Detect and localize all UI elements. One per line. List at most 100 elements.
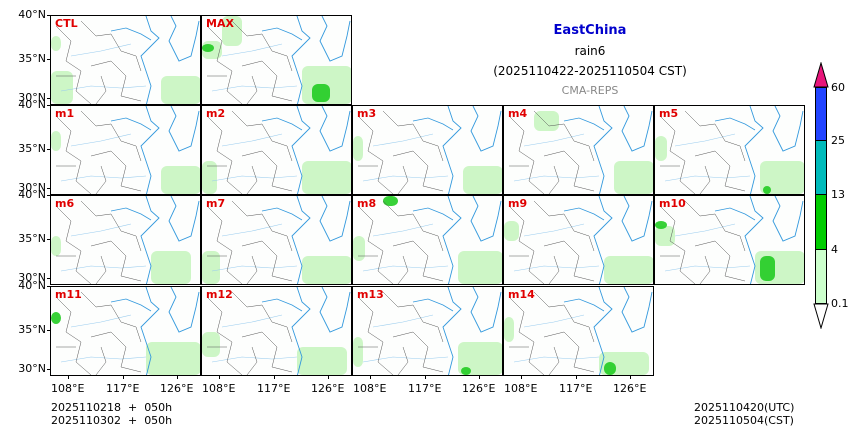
map-icon: [655, 106, 804, 194]
init-time-cst: 2025110302 + 050h: [51, 414, 173, 427]
map-icon: [51, 106, 200, 194]
colorbar-under-arrow: [813, 303, 829, 329]
lon-tick-label: 117°E: [106, 382, 140, 395]
lon-tick-label: 108°E: [504, 382, 538, 395]
lon-tick: [177, 376, 178, 379]
panel-label: m11: [55, 288, 82, 301]
panel-label: m1: [55, 107, 75, 120]
panel-label: m3: [357, 107, 377, 120]
map-icon: [353, 106, 502, 194]
lat-tick-label: 35°N: [18, 232, 46, 245]
lat-tick-label: 40°N: [18, 279, 46, 292]
colorbar-segment-0.1-4: [815, 249, 827, 304]
lat-tick-label: 35°N: [18, 142, 46, 155]
panel-label: m5: [659, 107, 679, 120]
lon-tick: [274, 376, 275, 379]
valid-time-utc: 2025110420(UTC): [694, 401, 795, 414]
lon-tick-label: 108°E: [202, 382, 236, 395]
map-panel-m6: m6: [50, 195, 201, 285]
map-panel-m2: m2: [201, 105, 352, 195]
map-panel-m3: m3: [352, 105, 503, 195]
colorbar-label-25: 25: [831, 134, 845, 147]
map-icon: [202, 196, 351, 284]
lat-tick-label: 40°N: [18, 98, 46, 111]
lat-tick: [47, 239, 50, 240]
lat-tick: [47, 286, 50, 287]
panel-label: MAX: [206, 17, 234, 30]
map-icon: [655, 196, 804, 284]
colorbar-segment-25-60: [815, 87, 827, 141]
lon-tick-label: 126°E: [462, 382, 496, 395]
lat-tick: [47, 188, 50, 189]
lon-tick-label: 117°E: [559, 382, 593, 395]
lat-tick-label: 35°N: [18, 52, 46, 65]
variable-title: rain6: [574, 44, 606, 58]
map-icon: [202, 287, 351, 375]
map-panel-m12: m12: [201, 286, 352, 376]
map-panel-m5: m5: [654, 105, 805, 195]
lon-tick: [370, 376, 371, 379]
lon-tick: [328, 376, 329, 379]
panel-label: m4: [508, 107, 528, 120]
lon-tick-label: 117°E: [408, 382, 442, 395]
map-panel-m13: m13: [352, 286, 503, 376]
lat-tick: [47, 195, 50, 196]
model-title: CMA-REPS: [561, 84, 619, 97]
panel-label: m8: [357, 197, 377, 210]
colorbar-label-13: 13: [831, 188, 845, 201]
map-panel-m7: m7: [201, 195, 352, 285]
valid-time-cst: 2025110504(CST): [694, 414, 794, 427]
map-panel-ctl: CTL: [50, 15, 201, 105]
lon-tick-label: 117°E: [257, 382, 291, 395]
panel-label: CTL: [55, 17, 78, 30]
lon-tick: [425, 376, 426, 379]
lat-tick-label: 30°N: [18, 271, 46, 284]
colorbar-label-60: 60: [831, 81, 845, 94]
map-panel-max: MAX: [201, 15, 352, 105]
lat-tick: [47, 15, 50, 16]
panel-label: m12: [206, 288, 233, 301]
panel-label: m2: [206, 107, 226, 120]
map-icon: [504, 196, 653, 284]
map-panel-m10: m10: [654, 195, 805, 285]
map-icon: [353, 287, 502, 375]
lat-tick: [47, 59, 50, 60]
colorbar-segment-4-13: [815, 194, 827, 250]
map-panel-m4: m4: [503, 105, 654, 195]
map-icon: [353, 196, 502, 284]
map-icon: [51, 196, 200, 284]
panel-label: m14: [508, 288, 535, 301]
lon-tick: [521, 376, 522, 379]
panel-label: m9: [508, 197, 528, 210]
lat-tick: [47, 278, 50, 279]
lat-tick: [47, 330, 50, 331]
lon-tick: [123, 376, 124, 379]
map-icon: [508, 106, 653, 194]
map-panel-m9: m9: [503, 195, 654, 285]
panel-label: m7: [206, 197, 226, 210]
lat-tick-label: 40°N: [18, 188, 46, 201]
lat-tick: [47, 98, 50, 99]
lat-tick-label: 35°N: [18, 323, 46, 336]
map-panel-m1: m1: [50, 105, 201, 195]
lat-tick-label: 30°N: [18, 91, 46, 104]
lat-tick-label: 40°N: [18, 8, 46, 21]
lat-tick-label: 30°N: [18, 181, 46, 194]
colorbar-segment-13-25: [815, 140, 827, 195]
map-icon: [202, 16, 351, 104]
panel-label: m6: [55, 197, 75, 210]
lon-tick-label: 126°E: [311, 382, 345, 395]
region-title: EastChina: [553, 23, 627, 38]
colorbar-over-arrow: [813, 62, 829, 88]
init-time-utc: 2025110218 + 050h: [51, 401, 173, 414]
map-panel-m14: m14: [503, 286, 654, 376]
panel-label: m13: [357, 288, 384, 301]
lat-tick-label: 30°N: [18, 362, 46, 375]
lon-tick-label: 108°E: [51, 382, 85, 395]
lat-tick: [47, 105, 50, 106]
lon-tick-label: 126°E: [160, 382, 194, 395]
panel-label: m10: [659, 197, 686, 210]
lon-tick-label: 108°E: [353, 382, 387, 395]
map-panel-m11: m11: [50, 286, 201, 376]
map-panel-m8: m8: [352, 195, 503, 285]
